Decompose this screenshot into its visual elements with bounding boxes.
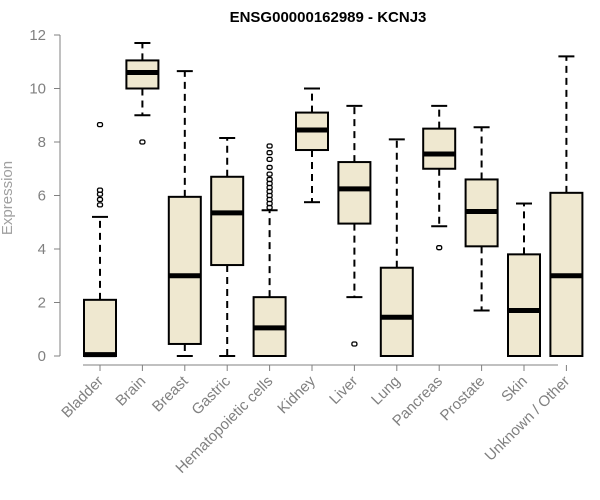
box-group bbox=[507, 202, 541, 358]
outlier-point bbox=[266, 164, 273, 171]
y-ticks: 0 2 4 6 8 10 12 bbox=[29, 27, 60, 365]
y-tick-label: 6 bbox=[38, 188, 46, 205]
iqr-box bbox=[83, 298, 117, 358]
box-group bbox=[422, 104, 457, 251]
box-group bbox=[295, 87, 329, 204]
x-tick-label: Kidney bbox=[274, 372, 319, 417]
iqr-box bbox=[167, 195, 202, 345]
outlier-point bbox=[266, 143, 273, 149]
y-tick-label: 12 bbox=[29, 27, 46, 44]
y-axis-title: Expression bbox=[0, 161, 16, 235]
x-tick-label: Skin bbox=[498, 373, 531, 406]
chart-title: ENSG00000162989 - KCNJ3 bbox=[230, 9, 427, 26]
outlier-point bbox=[266, 176, 273, 183]
outlier-point bbox=[266, 156, 273, 163]
iqr-box bbox=[379, 266, 414, 358]
outlier-point bbox=[96, 202, 104, 208]
outlier-point bbox=[96, 187, 104, 193]
x-tick-label: Brain bbox=[112, 373, 149, 410]
outlier-point bbox=[351, 341, 358, 347]
outlier-point bbox=[139, 139, 146, 145]
box-group bbox=[337, 104, 372, 347]
box-group bbox=[125, 42, 160, 145]
box-group bbox=[379, 138, 414, 358]
box-group bbox=[252, 143, 287, 357]
y-tick-label: 8 bbox=[38, 134, 46, 151]
x-tick-label: Prostate bbox=[437, 373, 489, 425]
y-tick-label: 2 bbox=[38, 295, 46, 312]
x-tick-label: Bladder bbox=[58, 373, 107, 422]
y-tick-label: 0 bbox=[38, 348, 46, 365]
outlier-point bbox=[96, 121, 104, 128]
box-group bbox=[549, 55, 584, 357]
y-tick-label: 4 bbox=[38, 241, 46, 258]
boxes bbox=[83, 42, 584, 358]
iqr-box bbox=[210, 175, 245, 267]
box-group bbox=[167, 70, 202, 357]
outlier-point bbox=[436, 245, 443, 251]
box-group bbox=[464, 126, 499, 312]
iqr-box bbox=[337, 161, 372, 225]
box-group bbox=[210, 136, 245, 357]
box-group bbox=[83, 121, 117, 358]
x-tick-label: Liver bbox=[326, 373, 361, 408]
outlier-point bbox=[266, 171, 273, 177]
iqr-box bbox=[507, 253, 541, 358]
x-tick-label: Breast bbox=[149, 372, 192, 415]
outlier-point bbox=[266, 150, 273, 156]
iqr-box bbox=[422, 127, 457, 170]
y-tick-label: 10 bbox=[29, 81, 46, 98]
outlier-point bbox=[96, 196, 104, 203]
x-tick-label: Lung bbox=[368, 373, 404, 409]
